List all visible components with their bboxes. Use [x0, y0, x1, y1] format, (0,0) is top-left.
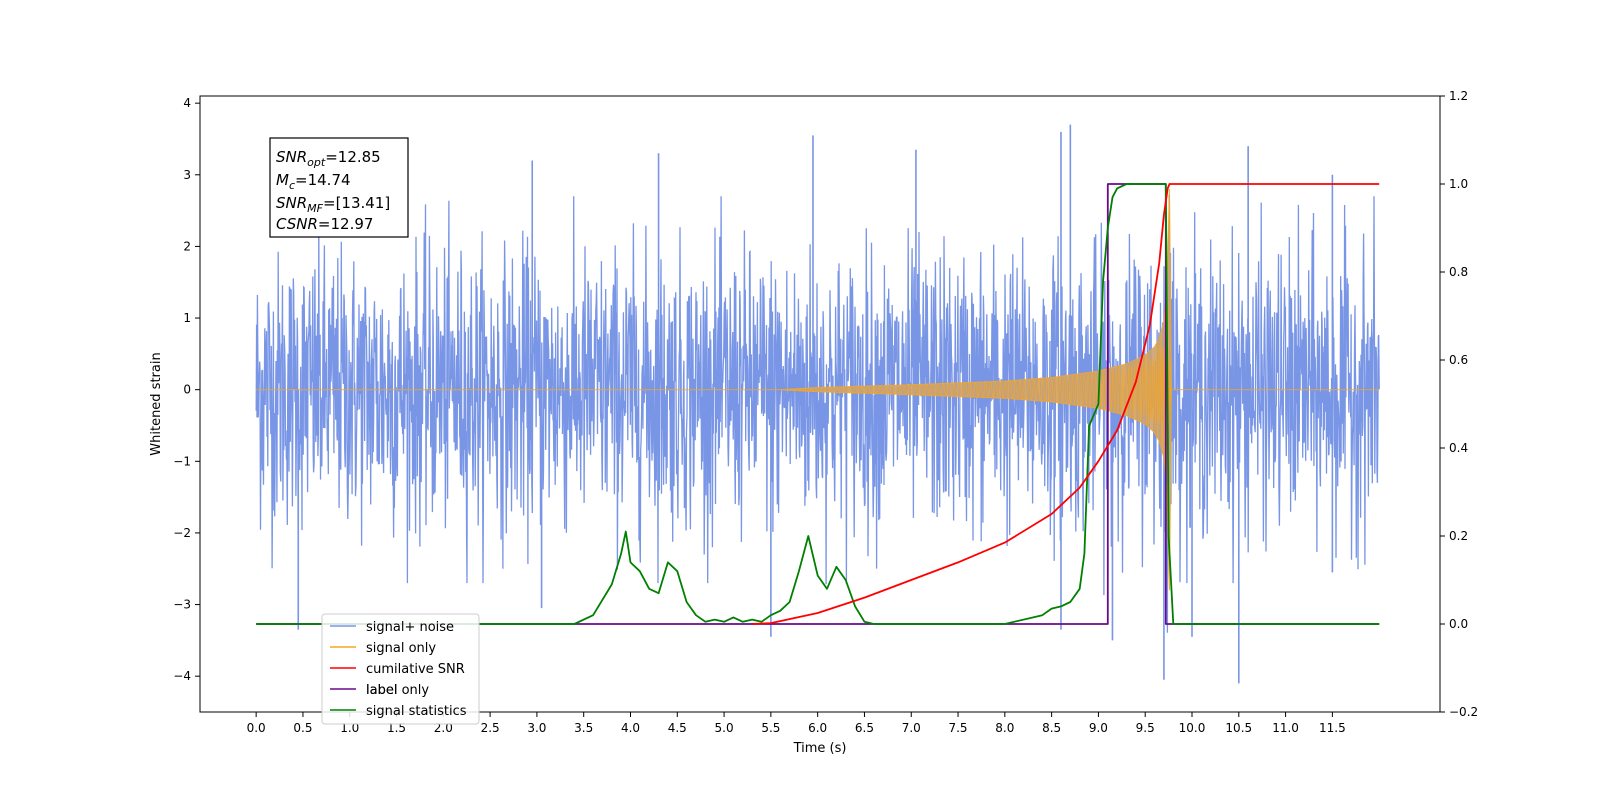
x-tick-label: 4.0 [621, 721, 640, 735]
y-axis-label: Whitened strain [149, 352, 164, 455]
series-signal-plus-noise [255, 124, 1380, 684]
signal-chirp-oscillation [780, 276, 1171, 512]
snr-opt-name: SNR [276, 148, 307, 166]
y-tick-label: 0 [183, 383, 191, 397]
plot-frame [199, 95, 1441, 713]
x-tick-label: 7.0 [902, 721, 921, 735]
snr-opt-sub: opt [307, 156, 326, 169]
annotation-box: SNRopt=12.85 Mc=14.74 SNRMF=[13.41] CSNR… [269, 137, 409, 238]
x-tick-label: 2.5 [481, 721, 500, 735]
snr-mf-sub: MF [307, 202, 323, 215]
x-tick-label: 6.5 [855, 721, 874, 735]
y-tick-label: 4 [183, 96, 191, 110]
annotation-mc: Mc=14.74 [276, 171, 351, 192]
y2-tick-label: 1.2 [1449, 89, 1468, 103]
y2-axis-right: 1.2 1.0 0.8 0.6 0.4 0.2 0.0 −0.2 [1440, 89, 1478, 719]
series-cumulative-snr [752, 183, 1380, 625]
x-tick-label: 11.5 [1319, 721, 1346, 735]
snr-mf-name: SNR [276, 194, 307, 212]
x-tick-label: 10.5 [1225, 721, 1252, 735]
y2-tick-label: 1.0 [1449, 177, 1468, 191]
y-tick-label: 2 [183, 239, 191, 253]
y-tick-label: 3 [183, 168, 191, 182]
y-tick-label: −4 [173, 669, 191, 683]
annotation-csnr: CSNR=12.97 [276, 215, 373, 233]
y2-tick-label: −0.2 [1449, 705, 1478, 719]
y2-tick-label: 0.8 [1449, 265, 1468, 279]
legend-label-stats: signal statistics [366, 704, 467, 719]
csnr-name: CSNR [276, 215, 318, 233]
x-tick-label: 8.0 [995, 721, 1014, 735]
y2-tick-label: 0.0 [1449, 617, 1468, 631]
legend-frame [321, 613, 480, 725]
y2-tick-label: 0.6 [1449, 353, 1468, 367]
x-tick-label: 8.5 [1042, 721, 1061, 735]
x-tick-label: 0.0 [247, 721, 266, 735]
x-tick-label: 3.0 [527, 721, 546, 735]
x-tick-label: 4.5 [668, 721, 687, 735]
statistics-line [256, 183, 1380, 625]
y-tick-label: −2 [173, 526, 191, 540]
y2-tick-label: 0.4 [1449, 441, 1468, 455]
legend-label-csnr: cumilative SNR [366, 662, 465, 677]
x-tick-label: 9.5 [1136, 721, 1155, 735]
series-signal-only [256, 189, 1380, 591]
legend-label-noise: signal+ noise [366, 620, 454, 635]
snr-mf-value: =[13.41] [323, 194, 390, 212]
y-axis: 4 3 2 1 0 −1 −2 −3 −4 [173, 96, 200, 683]
legend-label-label: label [366, 683, 397, 698]
x-tick-label: 5.5 [761, 721, 780, 735]
mc-name: M [276, 171, 289, 189]
y-tick-label: 1 [183, 311, 191, 325]
signal-chirp [780, 189, 1172, 591]
x-axis-label: Time (s) [793, 741, 847, 756]
csnr-value: =12.97 [318, 215, 374, 233]
x-tick-label: 5.0 [715, 721, 734, 735]
x-tick-label: 11.0 [1272, 721, 1299, 735]
annotation-snr-mf: SNRMF=[13.41] [276, 194, 390, 215]
series-signal-statistics [256, 183, 1380, 625]
x-tick-label: 7.5 [948, 721, 967, 735]
y-tick-label: −1 [173, 454, 191, 468]
legend-label-signal: signal only [366, 641, 436, 656]
mc-sub: c [289, 179, 295, 192]
x-tick-label: 0.5 [293, 721, 312, 735]
snr-opt-value: =12.85 [325, 148, 381, 166]
x-tick-label: 3.5 [574, 721, 593, 735]
y2-tick-label: 0.2 [1449, 529, 1468, 543]
legend: label only signal+ noise signal only cum… [321, 613, 480, 725]
annotation-frame [269, 137, 409, 238]
legend-ghost-text: label only [366, 683, 429, 698]
cumulative-snr-line [752, 183, 1380, 625]
x-tick-label: 6.0 [808, 721, 827, 735]
x-tick-label: 9.0 [1089, 721, 1108, 735]
mc-value: =14.74 [295, 171, 351, 189]
x-tick-label: 10.0 [1179, 721, 1206, 735]
annotation-snr-opt: SNRopt=12.85 [276, 148, 381, 169]
y-tick-label: −3 [173, 598, 191, 612]
